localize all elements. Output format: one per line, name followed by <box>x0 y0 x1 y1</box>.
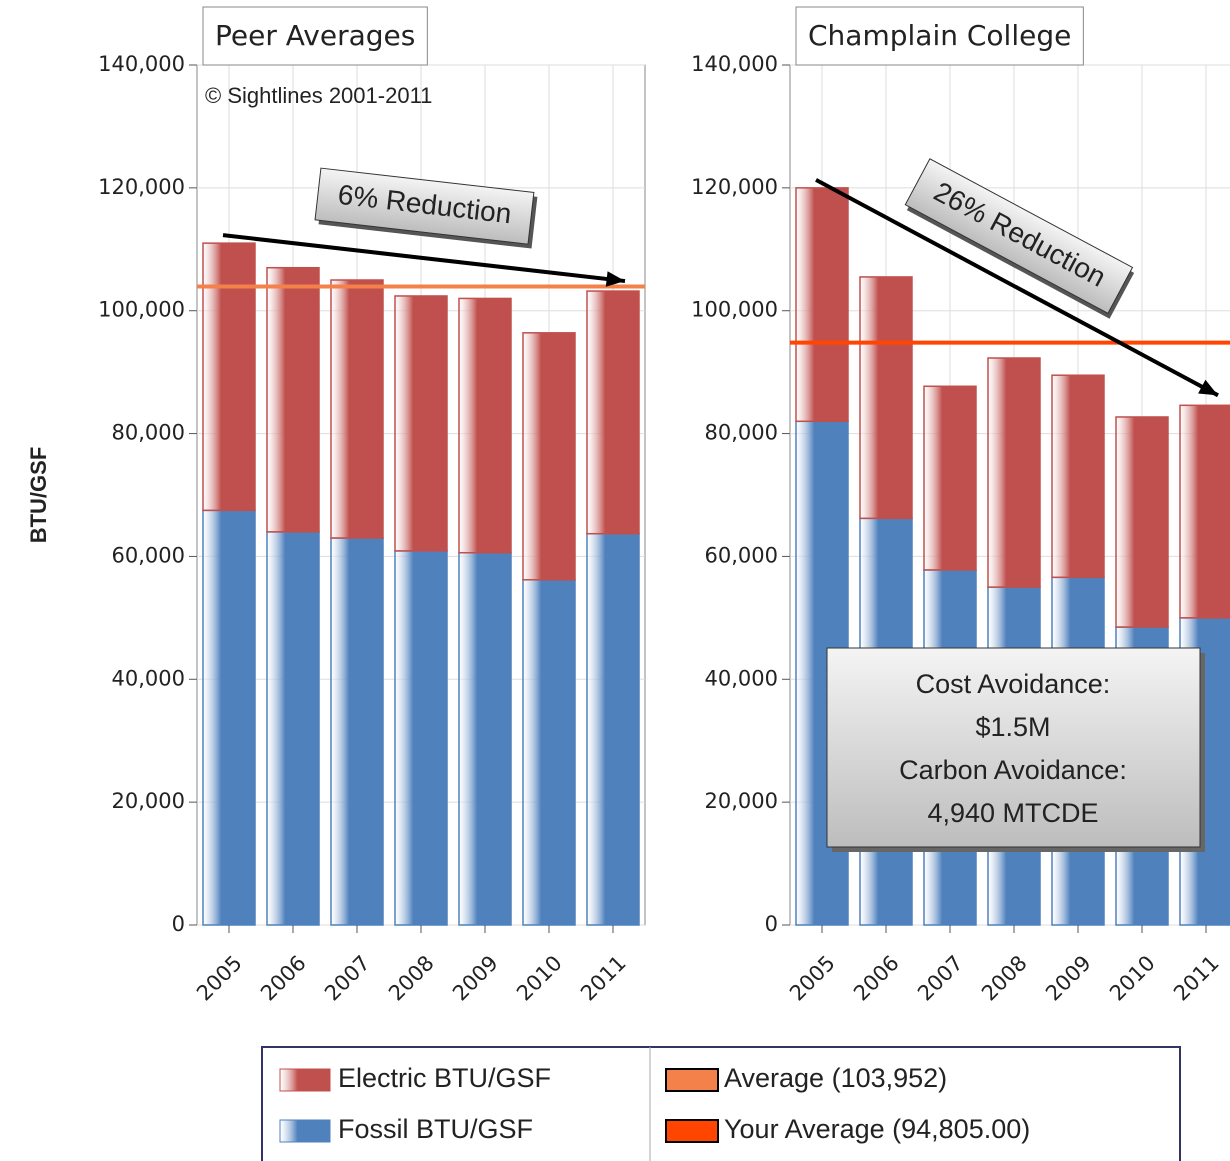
arrow-head <box>1198 379 1218 396</box>
legend-swatch <box>279 1119 331 1143</box>
legend-swatch <box>665 1119 719 1143</box>
panel-title: Peer Averages <box>215 19 415 52</box>
bar-segment <box>1179 404 1230 619</box>
x-tick-label: 2011 <box>1169 951 1224 1006</box>
x-tick-label: 2009 <box>448 951 503 1006</box>
y-tick-label: 20,000 <box>705 789 778 813</box>
bar-segment <box>458 297 512 554</box>
x-tick-label: 2010 <box>512 951 567 1006</box>
legend-label: Electric BTU/GSF <box>338 1063 551 1093</box>
bar-segment <box>266 266 320 533</box>
y-tick-label: 140,000 <box>691 52 778 76</box>
bar-segment <box>1051 374 1105 579</box>
y-tick-label: 120,000 <box>691 175 778 199</box>
annotation-text: $1.5M <box>975 712 1050 742</box>
bar-segment <box>202 509 256 926</box>
x-tick-label: 2007 <box>913 951 968 1006</box>
y-tick-label: 40,000 <box>705 666 778 690</box>
arrow-label-group: 6% Reduction <box>314 167 538 249</box>
bar-segment <box>987 357 1041 588</box>
bar-segment <box>394 550 448 926</box>
x-tick-label: 2007 <box>320 951 375 1006</box>
x-tick-label: 2008 <box>977 951 1032 1006</box>
bar-segment <box>202 242 256 512</box>
y-tick-label: 140,000 <box>98 52 185 76</box>
bar-segment <box>522 579 576 926</box>
bar-segment <box>586 532 640 926</box>
arrow-label-box <box>904 158 1134 314</box>
trend-arrow <box>815 178 1219 398</box>
bar-segment <box>586 290 640 535</box>
x-tick-label: 2006 <box>256 951 311 1006</box>
title-box <box>795 6 1084 66</box>
x-tick-label: 2011 <box>576 951 631 1006</box>
y-tick-label: 60,000 <box>112 543 185 567</box>
bar-segment <box>330 537 384 926</box>
bar-segment <box>923 385 977 571</box>
x-tick-label: 2009 <box>1041 951 1096 1006</box>
annotation-text: 4,940 MTCDE <box>927 798 1098 828</box>
legend-swatch <box>279 1068 331 1092</box>
bar-segment <box>859 276 913 520</box>
y-axis-label: BTU/GSF <box>26 447 51 544</box>
bar-segment <box>1115 416 1169 628</box>
y-tick-label: 120,000 <box>98 175 185 199</box>
y-tick-label: 80,000 <box>112 421 185 445</box>
legend-label: Your Average (94,805.00) <box>724 1114 1030 1144</box>
title-box <box>202 6 428 66</box>
arrow-head <box>605 271 625 287</box>
x-tick-label: 2010 <box>1105 951 1160 1006</box>
y-tick-label: 60,000 <box>705 543 778 567</box>
bar-segment <box>394 295 448 552</box>
y-tick-label: 20,000 <box>112 789 185 813</box>
y-tick-label: 0 <box>765 912 778 936</box>
y-tick-label: 80,000 <box>705 421 778 445</box>
y-tick-label: 100,000 <box>691 298 778 322</box>
x-tick-label: 2008 <box>384 951 439 1006</box>
y-tick-label: 0 <box>172 912 185 936</box>
annotation-text: Carbon Avoidance: <box>899 755 1127 785</box>
bar-segment <box>458 551 512 926</box>
annotation-box <box>826 647 1201 848</box>
legend-box <box>261 1046 1181 1161</box>
panel-title: Champlain College <box>808 19 1071 52</box>
x-tick-label: 2005 <box>192 951 247 1006</box>
bar-segment <box>330 279 384 539</box>
y-tick-label: 40,000 <box>112 666 185 690</box>
legend-swatch <box>665 1068 719 1092</box>
annotation-text: Cost Avoidance: <box>916 669 1111 699</box>
bar-segment <box>522 332 576 581</box>
legend-label: Average (103,952) <box>724 1063 947 1093</box>
subtitle: © Sightlines 2001-2011 <box>205 83 432 108</box>
arrow-label-box <box>314 167 535 245</box>
trend-arrow <box>222 233 626 284</box>
x-tick-label: 2005 <box>785 951 840 1006</box>
bar-segment <box>795 187 849 423</box>
y-tick-label: 100,000 <box>98 298 185 322</box>
legend-label: Fossil BTU/GSF <box>338 1114 533 1144</box>
bar-segment <box>266 531 320 926</box>
x-tick-label: 2006 <box>849 951 904 1006</box>
